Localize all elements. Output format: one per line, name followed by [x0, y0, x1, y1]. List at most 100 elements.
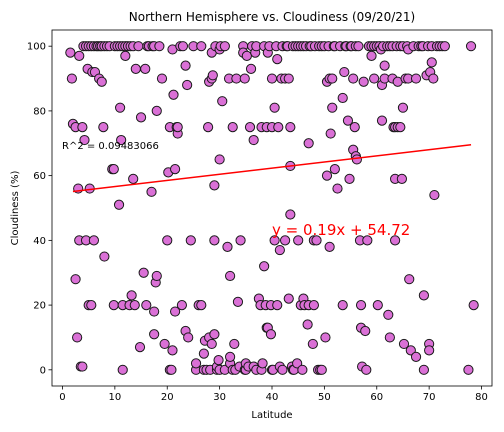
data-point — [428, 73, 439, 84]
data-point — [176, 299, 187, 311]
data-point — [307, 338, 318, 350]
data-point — [329, 164, 340, 175]
data-point — [372, 299, 383, 311]
data-point — [140, 63, 151, 74]
plot-area: 0 10 20 30 40 50 60 70 80 0 20 40 60 80 100 — [27, 29, 493, 403]
data-point — [355, 299, 367, 311]
data-point — [248, 134, 259, 146]
data-point — [308, 299, 319, 311]
data-point — [115, 102, 126, 113]
data-point — [146, 186, 157, 197]
data-point — [349, 121, 360, 133]
data-point — [129, 299, 140, 311]
data-point — [398, 338, 410, 350]
data-point — [166, 364, 177, 375]
data-point — [79, 134, 90, 146]
data-point — [348, 73, 359, 84]
x-tick-label: 40 — [266, 392, 279, 403]
data-point — [424, 345, 435, 356]
x-tick-label: 10 — [108, 392, 121, 403]
data-point — [225, 351, 236, 362]
x-axis-title: Latitude — [251, 410, 292, 421]
data-point — [292, 358, 303, 369]
data-point — [138, 267, 149, 278]
data-point — [245, 63, 257, 74]
data-point — [277, 364, 288, 375]
x-tick-label: 80 — [475, 392, 488, 403]
chart-title: Northern Hemisphere vs. Cloudiness (09/2… — [129, 10, 415, 24]
data-point — [463, 364, 474, 375]
data-point — [135, 112, 147, 123]
data-point — [172, 121, 183, 133]
data-point — [410, 351, 422, 362]
data-point — [149, 306, 160, 317]
data-point — [360, 325, 371, 337]
data-point — [366, 50, 377, 61]
data-point — [390, 235, 401, 246]
y-axis-title: Cloudiness (%) — [10, 171, 21, 246]
data-point — [229, 338, 240, 350]
data-point — [128, 173, 139, 184]
data-point — [74, 50, 85, 61]
data-point — [88, 235, 100, 246]
data-point — [321, 170, 333, 181]
data-point — [439, 41, 450, 52]
y-tick-label: 100 — [27, 42, 46, 53]
data-point — [325, 128, 336, 139]
data-point — [177, 41, 189, 52]
data-point — [154, 41, 165, 52]
data-point — [203, 121, 214, 133]
y-tick-label: 0 — [40, 365, 46, 376]
data-point — [116, 134, 127, 146]
data-point — [117, 364, 128, 375]
data-point — [170, 306, 181, 317]
data-point — [316, 364, 327, 375]
data-point — [99, 251, 110, 262]
data-point — [272, 299, 283, 311]
data-point — [77, 121, 88, 133]
data-point — [327, 102, 338, 113]
data-point — [196, 299, 207, 311]
data-point — [383, 309, 394, 320]
data-point — [227, 121, 238, 133]
data-point — [429, 189, 440, 201]
data-point — [235, 235, 246, 246]
data-point — [244, 121, 256, 133]
data-point — [324, 241, 335, 252]
data-point — [283, 73, 294, 84]
data-point — [362, 235, 373, 246]
data-point — [257, 358, 268, 369]
data-point — [337, 92, 348, 104]
data-point — [217, 96, 228, 107]
data-point — [196, 41, 207, 52]
data-point — [159, 338, 170, 350]
data-point — [272, 54, 283, 65]
data-point — [167, 345, 178, 356]
data-point — [96, 76, 107, 87]
data-point — [170, 164, 181, 175]
data-point — [183, 332, 194, 343]
data-point — [225, 270, 236, 282]
data-point — [274, 244, 285, 256]
data-point — [426, 57, 437, 68]
y-tick-label: 80 — [33, 106, 46, 117]
data-point — [418, 290, 429, 301]
data-point — [303, 138, 314, 149]
data-point — [342, 115, 354, 126]
data-point — [302, 319, 313, 330]
data-point — [77, 361, 88, 372]
data-point — [361, 364, 372, 375]
x-tick-label: 70 — [423, 392, 436, 403]
data-point — [213, 355, 224, 366]
data-point — [134, 342, 146, 353]
data-point — [232, 296, 244, 307]
data-point — [214, 154, 225, 165]
data-point — [351, 154, 362, 165]
data-point — [395, 121, 406, 133]
data-point — [231, 73, 242, 84]
data-point — [207, 70, 218, 81]
data-point — [337, 299, 348, 311]
data-point — [141, 299, 152, 311]
data-point — [379, 60, 390, 71]
